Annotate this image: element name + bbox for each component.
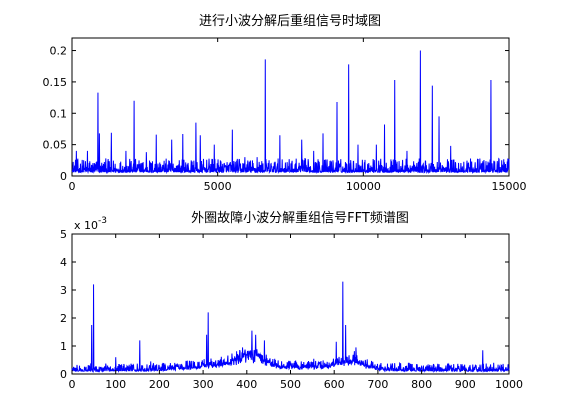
fft-x-tick-label: 1000 bbox=[495, 378, 523, 391]
time-domain-axes-frame bbox=[71, 37, 510, 177]
fft-x-tick-label: 900 bbox=[455, 378, 476, 391]
time-domain-y-tick-label: 0.1 bbox=[50, 107, 68, 120]
fft-x-tick-label: 600 bbox=[324, 378, 345, 391]
fft-scale-exponent-power: -3 bbox=[98, 216, 107, 226]
time-domain-y-tick-label: 0.15 bbox=[43, 76, 68, 89]
fft-y-tick-label: 4 bbox=[60, 256, 67, 269]
fft-spectrum-axes-frame bbox=[71, 233, 510, 375]
fft-spectrum-ticks: 0 100 200 300 400 500 600 700 800 900 1000 0 1 2 3 4 5 bbox=[60, 228, 523, 391]
fft-spectrum-title: 外圈故障小波分解重组信号FFT频谱图 bbox=[191, 210, 409, 226]
fft-x-tick-label: 200 bbox=[149, 378, 170, 391]
fft-x-tick-label: 0 bbox=[69, 378, 76, 391]
time-domain-ticks: 0 5000 10000 15000 0 0.05 0.1 0.15 0.2 bbox=[43, 38, 527, 193]
time-domain-y-tick-label: 0 bbox=[60, 170, 67, 183]
fft-x-tick-label: 300 bbox=[193, 378, 214, 391]
fft-x-tick-label: 500 bbox=[280, 378, 301, 391]
time-domain-x-tick-label: 10000 bbox=[346, 180, 381, 193]
fft-spectrum-plot: 外圈故障小波分解重组信号FFT频谱图 x 10-3 0 100 200 300 400 5… bbox=[60, 210, 523, 391]
fft-x-tick-label: 400 bbox=[236, 378, 257, 391]
fft-x-tick-label: 700 bbox=[367, 378, 388, 391]
fft-y-tick-label: 2 bbox=[60, 312, 67, 325]
fft-y-tick-label: 5 bbox=[60, 228, 67, 241]
time-domain-y-tick-label: 0.2 bbox=[50, 45, 68, 58]
time-domain-plot: 进行小波分解后重组信号时域图 0 5000 10000 15000 0 0.05 0.1 0.… bbox=[43, 13, 527, 193]
time-domain-signal-line bbox=[71, 50, 510, 175]
fft-x-tick-label: 800 bbox=[411, 378, 432, 391]
fft-y-tick-label: 3 bbox=[60, 284, 67, 297]
fft-spectrum-signal-line bbox=[71, 281, 510, 374]
fft-y-tick-label: 0 bbox=[60, 368, 67, 381]
fft-x-tick-label: 100 bbox=[105, 378, 126, 391]
time-domain-x-tick-label: 5000 bbox=[204, 180, 232, 193]
fft-scale-exponent: x 10-3 bbox=[74, 216, 107, 232]
time-domain-x-tick-label: 15000 bbox=[492, 180, 527, 193]
fft-scale-exponent-base: x 10 bbox=[74, 219, 98, 232]
fft-y-tick-label: 1 bbox=[60, 340, 67, 353]
time-domain-title: 进行小波分解后重组信号时域图 bbox=[199, 13, 381, 29]
time-domain-y-tick-label: 0.05 bbox=[43, 139, 68, 152]
time-domain-x-tick-label: 0 bbox=[69, 180, 76, 193]
